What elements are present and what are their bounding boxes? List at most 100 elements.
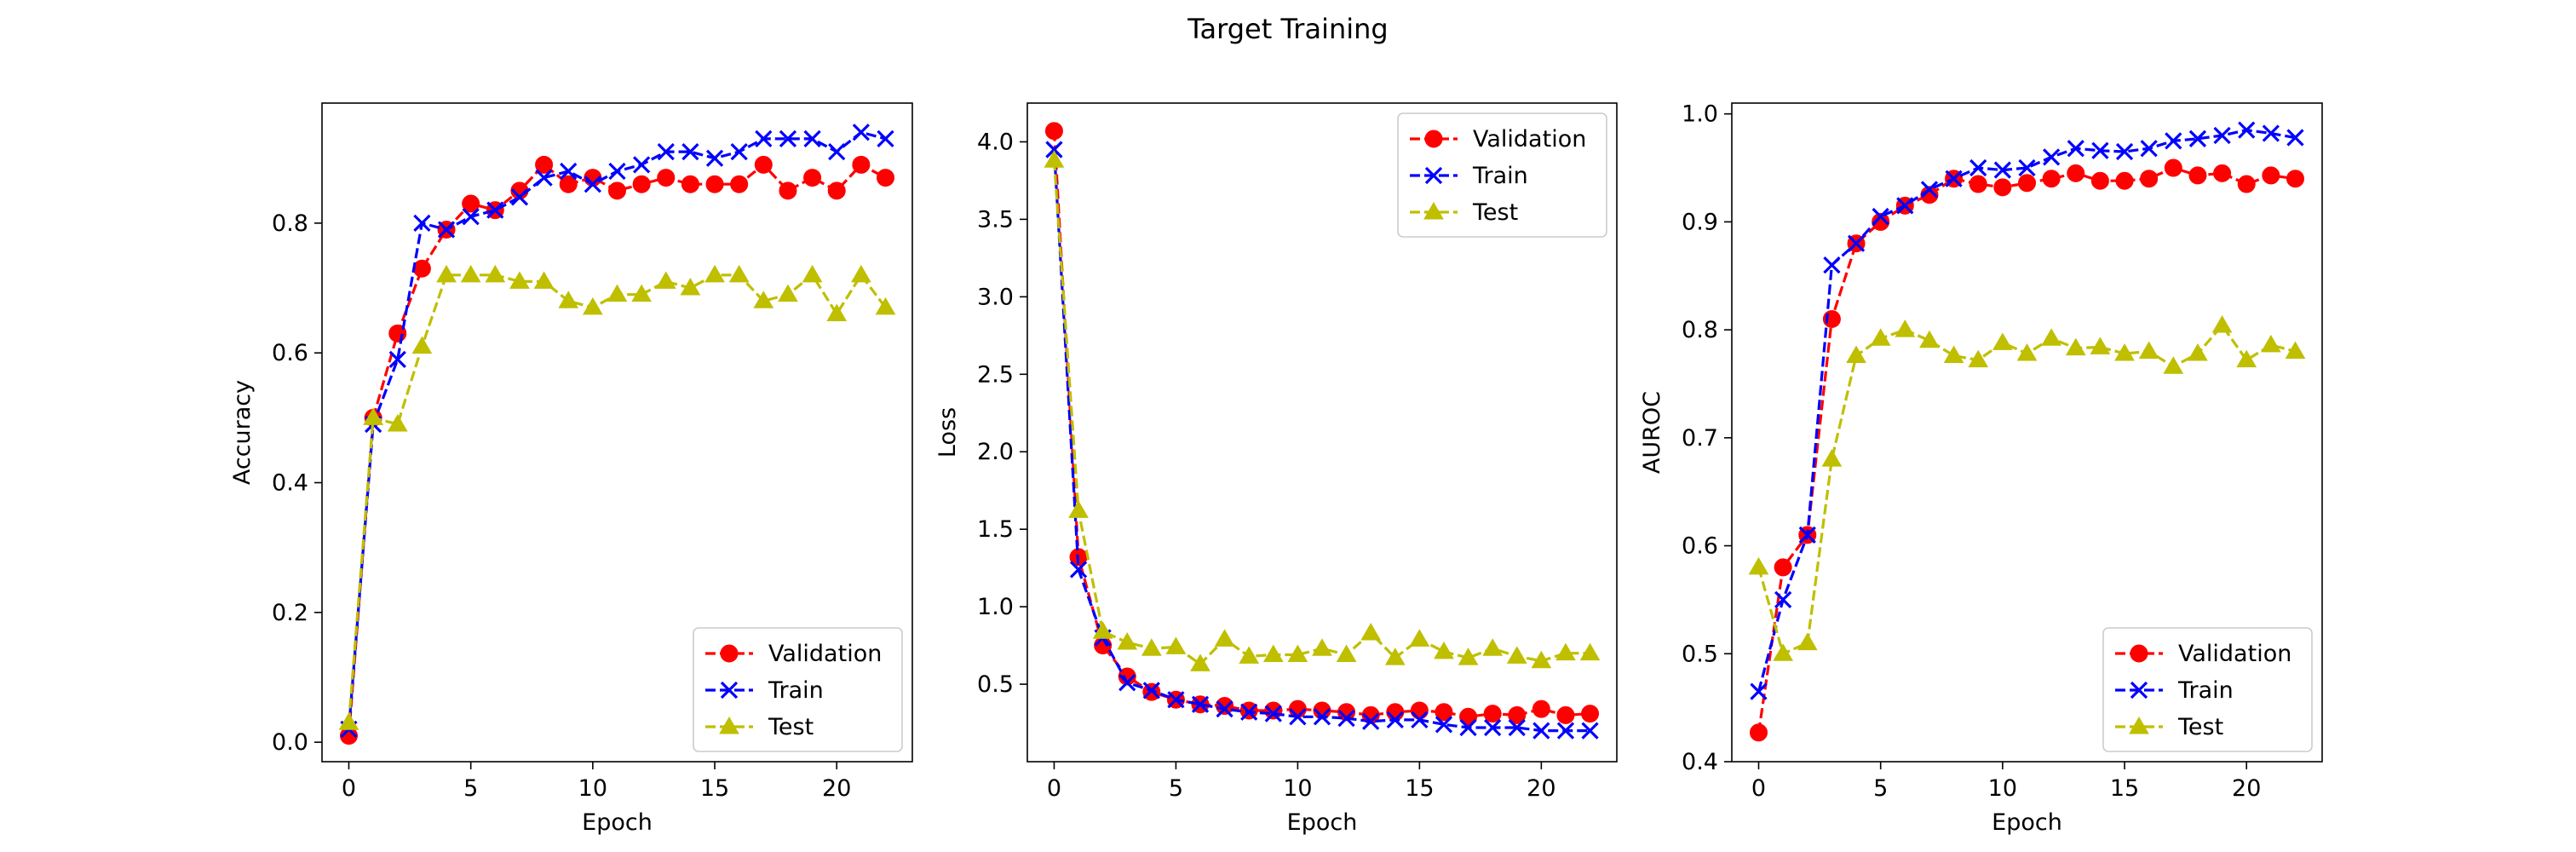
data-point-train — [1069, 561, 1088, 579]
y-tick-label: 0.6 — [272, 340, 308, 366]
data-point-train — [2286, 129, 2304, 147]
legend-label: Train — [1472, 163, 1528, 189]
data-point-train — [1774, 590, 1792, 609]
data-point-train — [2213, 126, 2231, 145]
data-point-test — [558, 291, 579, 308]
data-point-test — [411, 336, 433, 354]
x-axis-label: Epoch — [1992, 809, 2062, 836]
legend-label: Validation — [768, 641, 882, 667]
legend-box — [693, 627, 903, 752]
legend: Validation Train Test — [2102, 627, 2313, 752]
data-point-train — [1872, 207, 1889, 226]
data-point-test — [1821, 449, 1843, 467]
y-tick-label: 4.0 — [977, 129, 1014, 155]
y-tick-label: 0.2 — [272, 600, 308, 626]
x-tick-label: 10 — [578, 775, 607, 802]
data-point-train — [560, 162, 578, 181]
y-tick-label: 0.7 — [1682, 425, 1718, 452]
data-point-train — [510, 188, 529, 206]
data-point-validation — [1483, 705, 1502, 723]
data-point-test — [1458, 648, 1479, 665]
data-point-validation — [877, 169, 894, 187]
data-point-train — [2043, 148, 2061, 166]
data-point-test — [826, 303, 848, 322]
data-point-train — [437, 221, 456, 239]
legend: Validation Train Test — [693, 627, 903, 752]
data-point-validation — [1872, 212, 1890, 231]
data-point-validation — [730, 175, 749, 193]
data-point-train — [1264, 705, 1282, 722]
data-point-test — [338, 712, 359, 730]
data-point-train — [1556, 722, 1575, 740]
data-point-validation — [1044, 122, 1063, 141]
data-point-train — [2018, 158, 2036, 177]
x-tick-label: 5 — [1873, 775, 1888, 802]
data-point-test — [1992, 332, 2013, 350]
data-point-train — [705, 149, 724, 167]
y-axis-label: AUROC — [1639, 391, 1665, 474]
data-point-train — [2262, 124, 2280, 142]
data-point-test — [778, 284, 798, 302]
data-point-train — [1411, 711, 1429, 729]
data-point-train — [2238, 121, 2256, 139]
y-tick-label: 2.0 — [977, 439, 1014, 465]
data-point-test — [1555, 642, 1576, 661]
legend-label: Train — [2177, 677, 2234, 704]
data-point-test — [485, 264, 506, 283]
data-point-test — [2041, 328, 2062, 346]
data-point-train — [1993, 161, 2011, 179]
data-point-train — [1532, 722, 1550, 740]
data-point-test — [533, 271, 555, 289]
data-point-validation — [2140, 170, 2159, 188]
x-tick-label: 20 — [1527, 775, 1555, 802]
data-point-test — [1287, 644, 1308, 663]
x-tick-label: 10 — [1988, 775, 2017, 802]
data-point-train — [1969, 158, 1987, 177]
data-point-test — [1092, 621, 1113, 639]
legend-label: Test — [768, 714, 814, 740]
y-axis-label: Accuracy — [229, 380, 256, 485]
data-point-train — [462, 208, 480, 226]
y-tick-label: 1.0 — [1682, 101, 1718, 128]
data-point-train — [1142, 682, 1160, 699]
legend-marker — [1423, 202, 1444, 220]
data-point-test — [2188, 343, 2208, 361]
data-point-validation — [1556, 705, 1575, 724]
x-tick-label: 15 — [1405, 775, 1434, 802]
data-point-train — [2140, 140, 2158, 158]
y-tick-label: 3.0 — [977, 284, 1014, 310]
data-point-validation — [1216, 697, 1234, 716]
x-tick-label: 5 — [463, 775, 478, 802]
data-point-train — [1362, 712, 1380, 730]
data-point-test — [582, 296, 603, 315]
data-point-test — [1870, 328, 1891, 346]
data-point-validation — [1361, 705, 1380, 724]
data-point-validation — [1435, 703, 1453, 722]
data-point-validation — [1920, 186, 1939, 204]
data-point-test — [607, 284, 628, 302]
data-point-test — [2090, 337, 2111, 354]
data-point-train — [1459, 718, 1477, 737]
data-point-validation — [2164, 158, 2182, 177]
data-point-train — [730, 142, 748, 161]
y-tick-label: 2.5 — [977, 361, 1014, 388]
data-point-validation — [632, 175, 651, 193]
data-point-test — [1968, 349, 1989, 368]
figure-title: Target Training — [1187, 13, 1388, 45]
legend-marker — [2130, 644, 2148, 663]
data-point-test — [1531, 650, 1552, 669]
data-point-validation — [412, 259, 431, 278]
data-point-test — [1846, 345, 1866, 364]
x-tick-label: 5 — [1169, 775, 1183, 802]
y-tick-label: 1.5 — [977, 516, 1014, 543]
data-point-validation — [1969, 175, 1987, 193]
data-point-test — [1773, 643, 1794, 661]
data-point-test — [2285, 341, 2306, 359]
x-tick-label: 20 — [2232, 775, 2261, 802]
legend-box — [1397, 112, 1607, 238]
y-tick-label: 0.4 — [1682, 749, 1718, 775]
y-tick-label: 0.0 — [272, 729, 308, 756]
data-point-test — [1409, 629, 1430, 647]
data-point-validation — [1337, 703, 1356, 722]
data-point-train — [1313, 708, 1331, 726]
